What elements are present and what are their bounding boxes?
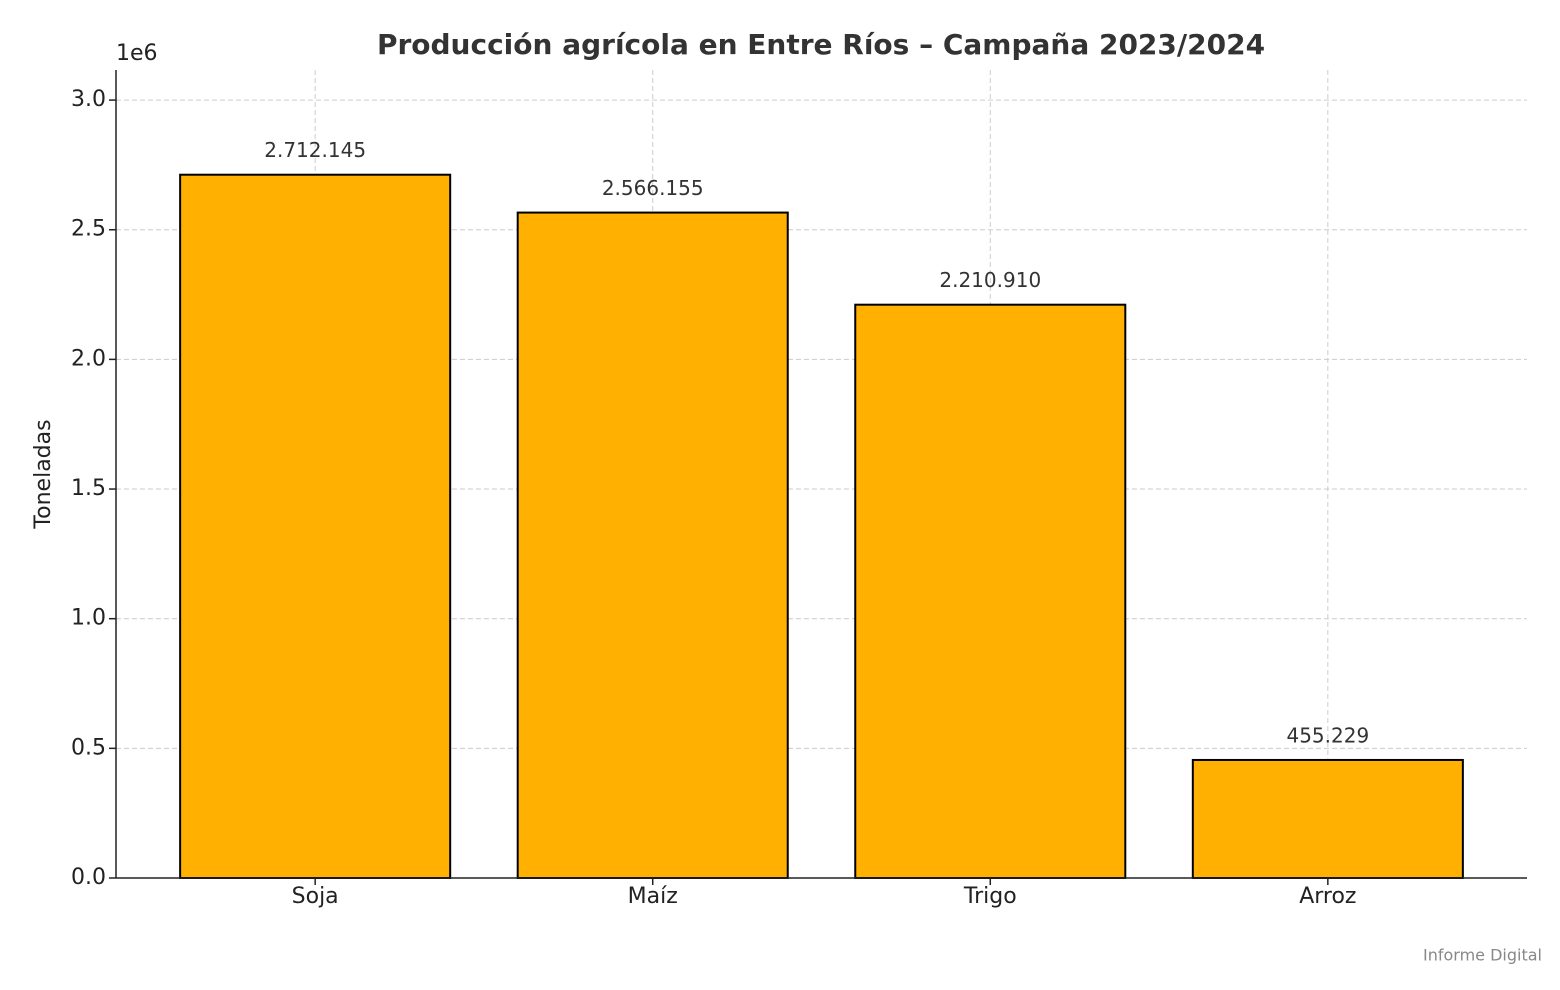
value-label: 2.210.910	[939, 268, 1041, 292]
watermark: Informe Digital	[1423, 946, 1542, 965]
x-tick-label: Soja	[292, 884, 339, 909]
x-tick-label: Trigo	[963, 884, 1017, 909]
bar	[854, 303, 1127, 879]
bar	[516, 211, 789, 879]
chart-title: Producción agrícola en Entre Ríos – Camp…	[377, 28, 1265, 61]
y-tick-label: 0.0	[71, 865, 106, 890]
value-label: 2.566.155	[602, 176, 704, 200]
bar	[1191, 758, 1464, 879]
y-offset-label: 1e6	[116, 41, 158, 66]
bar	[179, 173, 452, 879]
y-tick-label: 2.0	[71, 346, 106, 371]
y-tick-label: 2.5	[71, 217, 106, 242]
y-tick-label: 3.0	[71, 87, 106, 112]
x-tick-label: Maíz	[628, 884, 678, 909]
y-axis-label: Toneladas	[31, 419, 56, 529]
value-label: 455.229	[1286, 723, 1369, 747]
value-label: 2.712.145	[264, 138, 366, 162]
y-tick-label: 1.5	[71, 476, 106, 501]
y-tick-label: 0.5	[71, 735, 106, 760]
y-tick-label: 1.0	[71, 606, 106, 631]
x-tick-label: Arroz	[1299, 884, 1356, 909]
